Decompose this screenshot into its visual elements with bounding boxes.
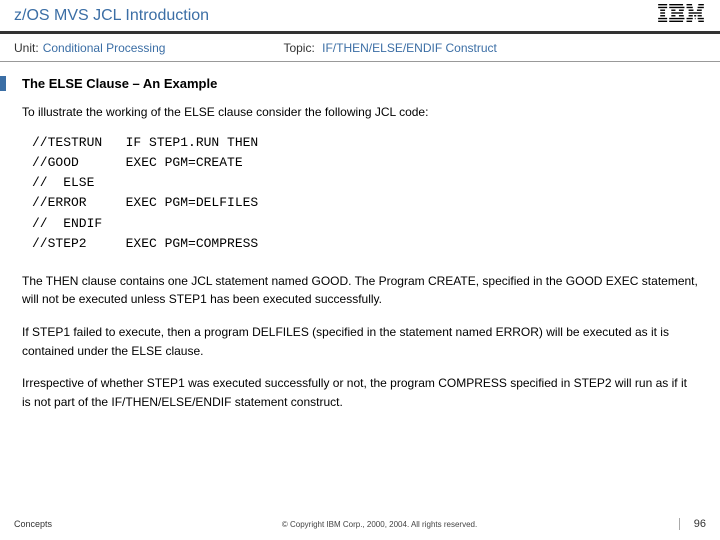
unit-label: Unit: bbox=[14, 41, 39, 55]
footer-left: Concepts bbox=[14, 519, 52, 529]
section-title: The ELSE Clause – An Example bbox=[22, 76, 698, 91]
topic-value: IF/THEN/ELSE/ENDIF Construct bbox=[322, 41, 497, 55]
paragraph-1: The THEN clause contains one JCL stateme… bbox=[22, 272, 698, 309]
footer-right: 96 bbox=[671, 518, 706, 530]
page-title: z/OS MVS JCL Introduction bbox=[14, 7, 209, 25]
footer: Concepts © Copyright IBM Corp., 2000, 20… bbox=[0, 518, 720, 530]
content-area: The ELSE Clause – An Example To illustra… bbox=[0, 62, 720, 411]
paragraph-2: If STEP1 failed to execute, then a progr… bbox=[22, 323, 698, 360]
paragraph-3: Irrespective of whether STEP1 was execut… bbox=[22, 374, 698, 411]
intro-text: To illustrate the working of the ELSE cl… bbox=[22, 105, 698, 119]
footer-copyright: © Copyright IBM Corp., 2000, 2004. All r… bbox=[282, 520, 477, 529]
sub-header: Unit: Conditional Processing Topic: IF/T… bbox=[0, 34, 720, 62]
page-number: 96 bbox=[679, 518, 706, 530]
unit-value: Conditional Processing bbox=[43, 41, 166, 55]
code-block: //TESTRUN IF STEP1.RUN THEN //GOOD EXEC … bbox=[32, 133, 698, 254]
topic-group: Topic: IF/THEN/ELSE/ENDIF Construct bbox=[283, 41, 496, 55]
title-bar: z/OS MVS JCL Introduction bbox=[0, 0, 720, 34]
accent-bar bbox=[0, 76, 6, 91]
topic-label: Topic: bbox=[283, 41, 314, 55]
ibm-logo-icon bbox=[658, 4, 704, 27]
